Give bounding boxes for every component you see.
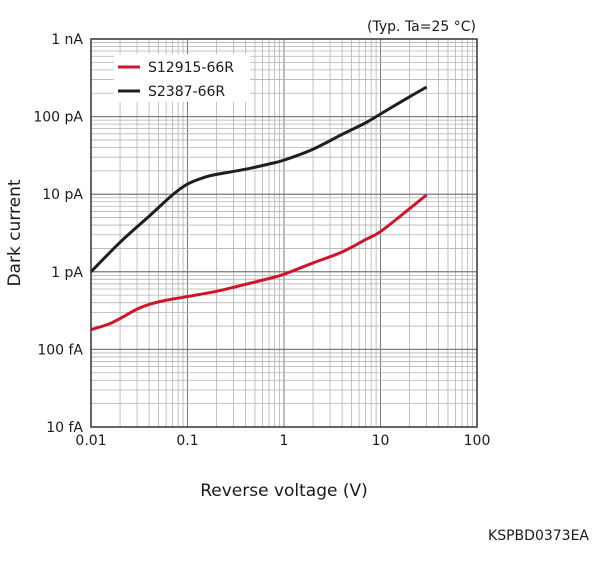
- y-tick-label: 100 pA: [33, 110, 83, 126]
- y-tick-label: 10 fA: [46, 420, 83, 436]
- y-tick-label: 1 nA: [51, 32, 83, 48]
- plot-frame: [90, 38, 478, 428]
- y-tick-labels: 10 fA 100 fA 1 pA 10 pA 100 pA 1 nA: [33, 32, 83, 436]
- legend-background: [114, 54, 250, 102]
- x-tick-label: 0.1: [176, 433, 198, 449]
- legend: S12915-66R S2387-66R: [114, 54, 250, 102]
- legend-label-s2387: S2387-66R: [148, 84, 225, 100]
- x-tick-label: 1: [280, 433, 289, 449]
- condition-note: (Typ. Ta=25 °C): [367, 19, 476, 35]
- series-line-s2387-66r: [89, 85, 428, 273]
- x-tick-labels: 0.01 0.1 1 10 100: [75, 433, 490, 449]
- series-layer: [89, 85, 428, 332]
- y-tick-label: 10 pA: [42, 187, 83, 203]
- x-tick-label: 0.01: [75, 433, 106, 449]
- y-axis-label: Dark current: [5, 179, 25, 286]
- x-axis-label: Reverse voltage (V): [200, 481, 368, 501]
- y-tick-label: 100 fA: [37, 342, 83, 358]
- figure-code: KSPBD0373EA: [488, 528, 589, 544]
- grid-lines: [90, 38, 478, 428]
- x-tick-label: 10: [372, 433, 390, 449]
- series-line-s12915-66r: [90, 193, 428, 332]
- y-tick-label: 1 pA: [51, 265, 83, 281]
- legend-label-s12915: S12915-66R: [148, 60, 234, 76]
- x-tick-label: 100: [464, 433, 491, 449]
